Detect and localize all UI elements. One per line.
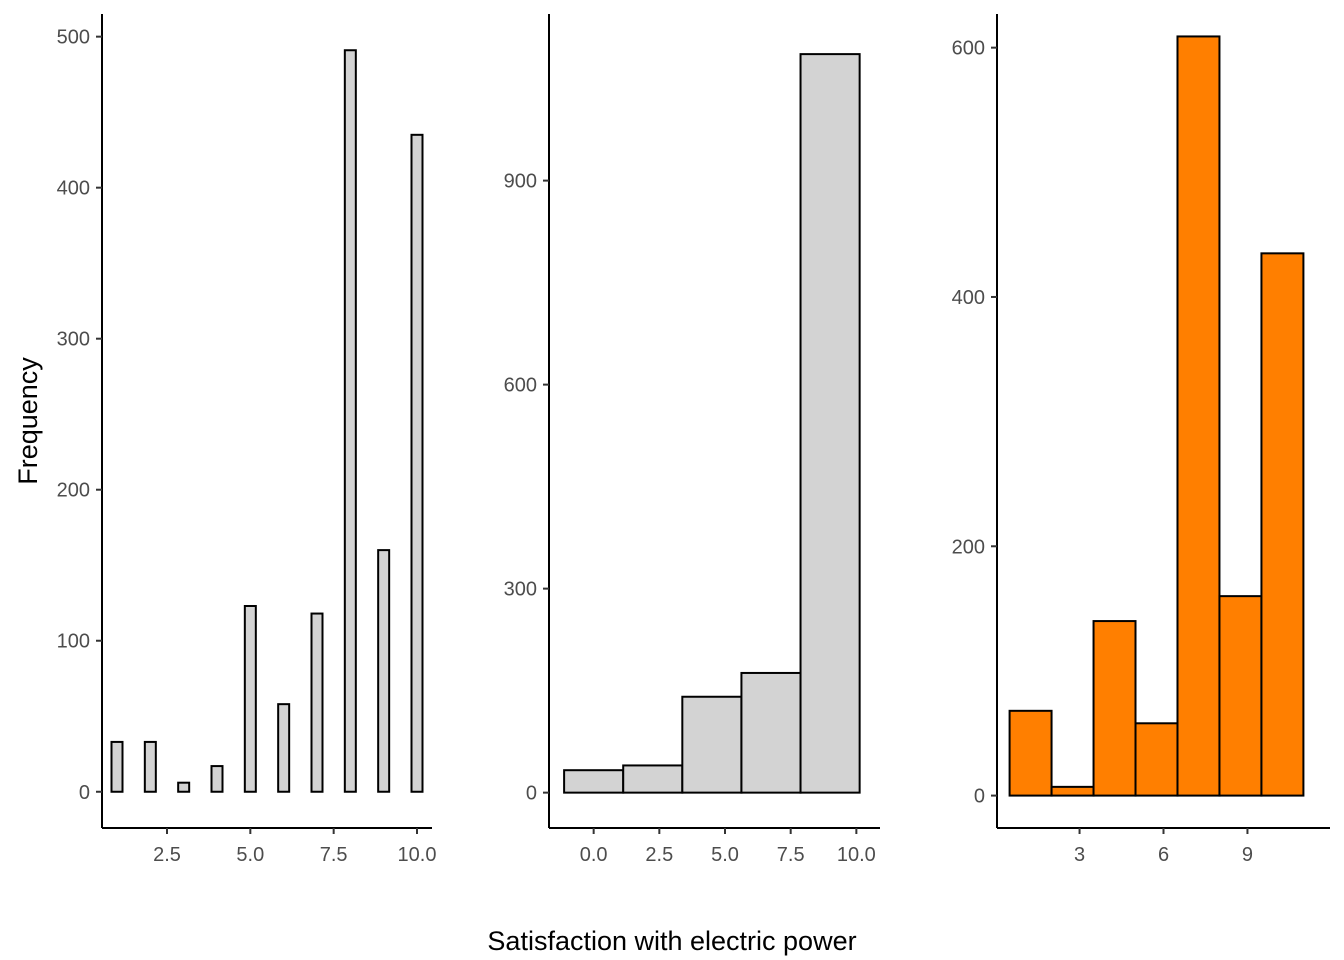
histogram-panel-1: 0 100 200 300 400 500 2.5 5.0 7.5 10.0 bbox=[57, 14, 437, 866]
y-tick-label: 300 bbox=[504, 579, 537, 601]
y-tick-label: 500 bbox=[57, 27, 90, 49]
histogram-bar bbox=[110, 740, 124, 793]
histogram-bar bbox=[377, 549, 391, 793]
histogram-bar bbox=[210, 765, 224, 793]
histogram-bar bbox=[143, 740, 157, 793]
x-tick-label: 7.5 bbox=[777, 844, 805, 866]
y-tick-label: 200 bbox=[952, 536, 985, 558]
histogram-bar bbox=[310, 612, 324, 793]
histogram-bar bbox=[1050, 785, 1095, 797]
x-tick-label: 0.0 bbox=[580, 844, 608, 866]
y-tick-label: 900 bbox=[504, 171, 537, 193]
histogram-bar bbox=[1092, 620, 1137, 797]
histogram-bar bbox=[277, 703, 291, 793]
x-tick-label: 2.5 bbox=[645, 844, 673, 866]
y-tick-label: 100 bbox=[57, 631, 90, 653]
x-tick-label: 5.0 bbox=[711, 844, 739, 866]
histogram-bar bbox=[622, 764, 684, 794]
histogram-bar bbox=[799, 53, 861, 794]
histogram-bar bbox=[1176, 35, 1221, 797]
y-tick-label: 300 bbox=[57, 329, 90, 351]
x-tick-label: 10.0 bbox=[837, 844, 876, 866]
histogram-bar bbox=[1134, 722, 1179, 797]
x-tick-label: 7.5 bbox=[320, 844, 348, 866]
y-tick-label: 600 bbox=[952, 38, 985, 60]
histogram-bar bbox=[740, 671, 802, 794]
y-tick-label: 200 bbox=[57, 480, 90, 502]
histogram-bar bbox=[177, 781, 191, 793]
x-tick-label: 3 bbox=[1074, 844, 1085, 866]
histogram-bar bbox=[1260, 252, 1305, 797]
x-axis-title: Satisfaction with electric power bbox=[487, 926, 856, 956]
x-tick-label: 2.5 bbox=[153, 844, 181, 866]
x-tick-label: 9 bbox=[1242, 844, 1253, 866]
x-tick-label: 6 bbox=[1158, 844, 1169, 866]
histogram-bar bbox=[1008, 709, 1053, 797]
histogram-bar bbox=[1218, 595, 1263, 797]
histogram-panel-3: 0 200 400 600 3 6 9 bbox=[952, 14, 1330, 866]
histogram-panel-2: 0 300 600 900 0.0 2.5 5.0 7.5 10.0 bbox=[504, 14, 880, 866]
y-tick-label: 400 bbox=[57, 178, 90, 200]
histogram-bar bbox=[410, 133, 424, 793]
y-tick-label: 0 bbox=[526, 783, 537, 805]
y-tick-label: 400 bbox=[952, 287, 985, 309]
y-tick-label: 0 bbox=[974, 786, 985, 808]
y-tick-label: 0 bbox=[79, 782, 90, 804]
histogram-bar bbox=[681, 695, 743, 794]
y-axis-title: Frequency bbox=[13, 357, 43, 485]
histogram-bar bbox=[563, 769, 625, 794]
histogram-bar bbox=[343, 49, 357, 793]
y-tick-label: 600 bbox=[504, 375, 537, 397]
histogram-bar bbox=[243, 605, 257, 793]
x-tick-label: 5.0 bbox=[236, 844, 264, 866]
x-tick-label: 10.0 bbox=[398, 844, 437, 866]
